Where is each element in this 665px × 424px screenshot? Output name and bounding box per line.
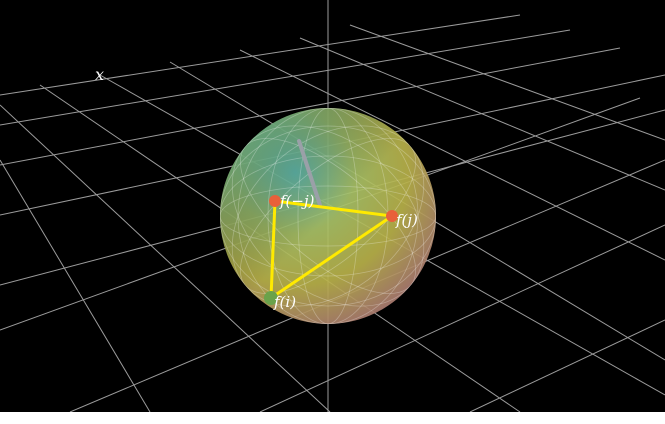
triangle [269,199,397,301]
point [386,210,398,222]
sphere [220,108,436,324]
point-label: f(−j) [279,192,315,210]
point [269,195,281,207]
point [264,291,278,305]
point-label: f(j) [395,211,418,229]
vector-arrow [297,139,322,207]
viewport: x f(−j) f(j) f(i) [0,0,665,412]
point-label: f(i) [273,293,296,311]
axis-label: x [95,65,104,84]
